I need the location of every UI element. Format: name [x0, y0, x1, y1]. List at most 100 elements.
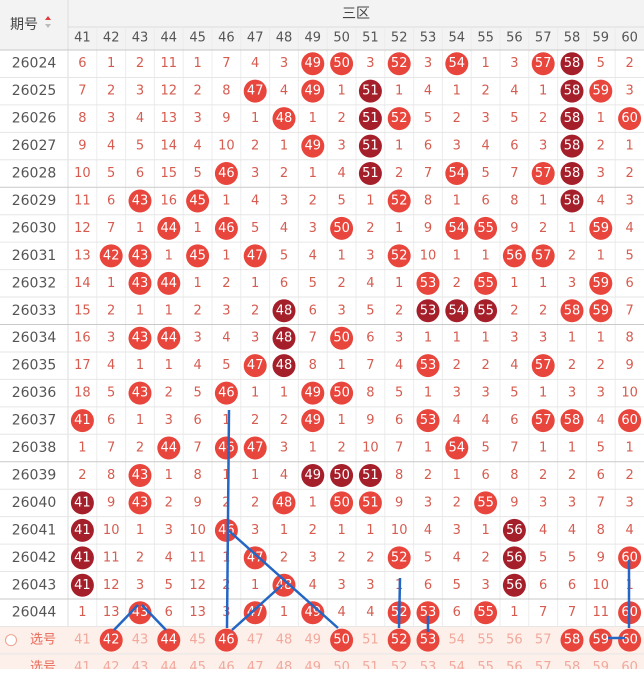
select-number[interactable]: 44	[161, 633, 178, 648]
radio[interactable]	[5, 634, 17, 647]
column-number: 60	[621, 31, 638, 46]
omission: 3	[424, 56, 432, 71]
select-number[interactable]: 58	[564, 660, 581, 673]
omission: 3	[193, 111, 201, 126]
selected-ball[interactable]	[330, 628, 354, 652]
select-number[interactable]: 49	[305, 633, 322, 648]
column-number: 48	[276, 31, 293, 46]
omission: 3	[366, 578, 374, 593]
hit-ball	[416, 271, 440, 295]
omission: 10	[362, 441, 379, 456]
select-number[interactable]: 47	[247, 660, 264, 673]
selected-ball[interactable]	[589, 628, 613, 652]
omission: 8	[625, 331, 633, 346]
hit-number: 45	[189, 248, 206, 263]
select-number[interactable]: 48	[276, 633, 293, 648]
select-number[interactable]: 43	[132, 633, 149, 648]
omission: 9	[625, 358, 633, 373]
select-number[interactable]: 52	[391, 660, 408, 673]
select-number[interactable]: 54	[449, 660, 466, 673]
select-number[interactable]: 58	[564, 633, 581, 648]
hit-ball	[445, 436, 469, 460]
omission: 5	[280, 248, 288, 263]
issue-header[interactable]: 期号	[10, 17, 38, 33]
select-number[interactable]: 54	[449, 633, 466, 648]
select-number[interactable]: 50	[333, 660, 350, 673]
hit-number: 60	[621, 413, 638, 428]
select-number[interactable]: 47	[247, 633, 264, 648]
selected-ball[interactable]	[99, 628, 123, 652]
omission: 2	[568, 468, 576, 483]
omission: 8	[395, 468, 403, 483]
select-number[interactable]: 51	[362, 633, 379, 648]
selected-ball[interactable]	[214, 628, 238, 652]
select-number[interactable]: 44	[161, 660, 178, 673]
omission: 10	[391, 523, 408, 538]
omission: 1	[251, 111, 259, 126]
select-number[interactable]: 57	[535, 633, 552, 648]
omission: 2	[568, 358, 576, 373]
select-number[interactable]: 41	[74, 633, 91, 648]
selected-ball[interactable]	[618, 628, 642, 652]
select-number[interactable]: 56	[506, 660, 523, 673]
select-number[interactable]: 45	[189, 660, 206, 673]
select-number[interactable]: 53	[420, 633, 437, 648]
selected-ball[interactable]	[157, 628, 181, 652]
hit-ball	[214, 436, 238, 460]
select-number[interactable]: 46	[218, 633, 235, 648]
select-number[interactable]: 55	[477, 633, 494, 648]
omission: 4	[366, 276, 374, 291]
hit-ball	[186, 244, 210, 268]
hit-number: 47	[247, 550, 264, 565]
omission: 5	[424, 111, 432, 126]
omission: 6	[510, 413, 518, 428]
selected-ball[interactable]	[416, 628, 440, 652]
select-number[interactable]: 53	[420, 660, 437, 673]
omission: 2	[395, 166, 403, 181]
omission: 4	[193, 139, 201, 154]
omission: 2	[453, 358, 461, 373]
select-number[interactable]: 45	[189, 633, 206, 648]
select-number[interactable]: 59	[593, 633, 610, 648]
select-number[interactable]: 41	[74, 660, 91, 673]
hit-ball	[301, 601, 325, 625]
omission: 1	[165, 468, 173, 483]
select-number[interactable]: 60	[621, 660, 638, 673]
hit-ball	[445, 52, 469, 76]
select-number[interactable]: 56	[506, 633, 523, 648]
select-number[interactable]: 57	[535, 660, 552, 673]
omission: 8	[309, 358, 317, 373]
omission: 1	[597, 331, 605, 346]
hit-number: 47	[247, 84, 264, 99]
select-number[interactable]: 55	[477, 660, 494, 673]
hit-number: 43	[132, 276, 149, 291]
select-number[interactable]: 59	[593, 660, 610, 673]
hit-ball	[330, 52, 354, 76]
omission: 4	[337, 166, 345, 181]
hit-number: 58	[564, 166, 581, 181]
select-number[interactable]: 50	[333, 633, 350, 648]
hit-ball	[301, 409, 325, 433]
sort-down[interactable]	[45, 24, 51, 28]
omission: 4	[453, 550, 461, 565]
omission: 1	[481, 331, 489, 346]
sort-up[interactable]	[45, 16, 51, 20]
hit-number: 43	[132, 248, 149, 263]
select-number[interactable]: 48	[276, 660, 293, 673]
select-number[interactable]: 60	[621, 633, 638, 648]
hit-ball	[358, 134, 382, 158]
omission: 4	[165, 550, 173, 565]
selected-ball[interactable]	[560, 628, 584, 652]
select-number[interactable]: 51	[362, 660, 379, 673]
hit-number: 44	[161, 331, 178, 346]
selected-ball[interactable]	[387, 628, 411, 652]
select-number[interactable]: 46	[218, 660, 235, 673]
select-number[interactable]: 42	[103, 660, 120, 673]
select-number[interactable]: 52	[391, 633, 408, 648]
select-number[interactable]: 42	[103, 633, 120, 648]
column-number: 43	[132, 31, 149, 46]
hit-ball	[416, 299, 440, 323]
select-number[interactable]: 43	[132, 660, 149, 673]
issue: 26038	[12, 440, 57, 456]
select-number[interactable]: 49	[305, 660, 322, 673]
